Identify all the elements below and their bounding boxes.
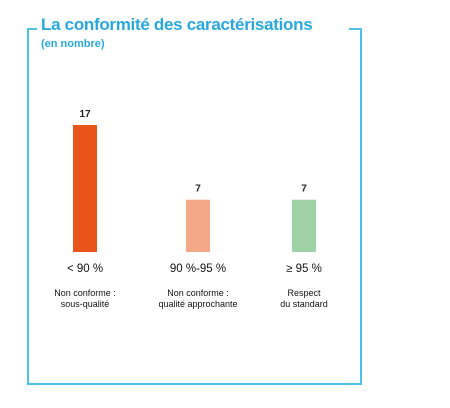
value-label-3: 7 xyxy=(301,184,307,195)
bar-3 xyxy=(292,199,316,252)
bar-1 xyxy=(73,125,97,252)
description-label-1-line-2: sous-qualité xyxy=(61,299,110,309)
chart-title: La conformité des caractérisations xyxy=(41,15,317,35)
chart-subtitle: (en nombre) xyxy=(41,38,105,50)
value-label-1: 17 xyxy=(79,109,91,120)
description-label-3-line-1: Respect xyxy=(287,288,321,298)
frame-top-left-edge xyxy=(27,28,37,30)
description-label-2-line-2: qualité approchante xyxy=(158,299,237,309)
description-label-3-line-2: du standard xyxy=(280,299,328,309)
chart-frame xyxy=(27,28,362,385)
frame-top-right-edge xyxy=(349,28,362,30)
value-label-2: 7 xyxy=(195,184,201,195)
category-label-3: ≥ 95 % xyxy=(286,263,322,275)
description-label-1-line-1: Non conforme : xyxy=(54,288,116,298)
category-label-2: 90 %-95 % xyxy=(170,263,226,275)
description-label-2-line-1: Non conforme : xyxy=(167,288,229,298)
category-label-1: < 90 % xyxy=(67,263,103,275)
bar-2 xyxy=(186,199,210,252)
